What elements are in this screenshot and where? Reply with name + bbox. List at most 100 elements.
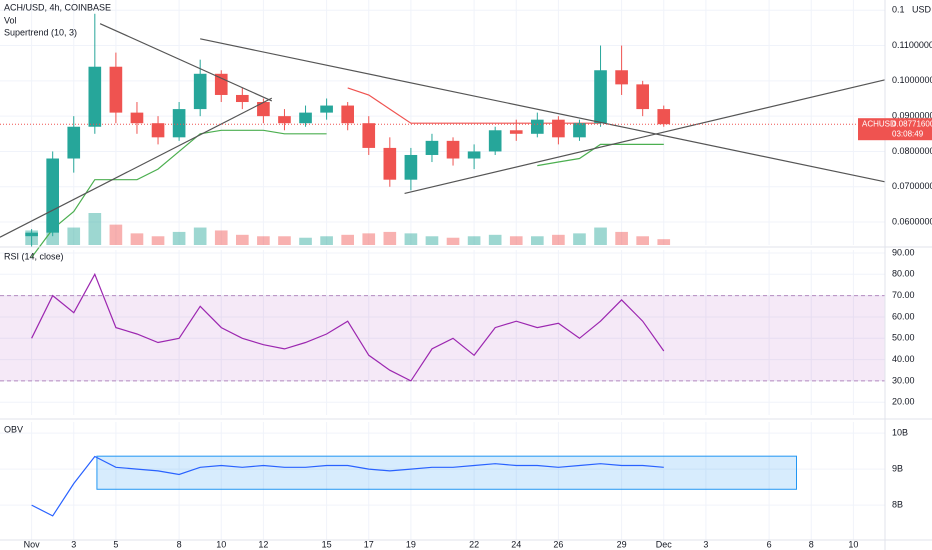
volume-bar: [615, 231, 628, 245]
y-tick-label: 70.00: [892, 290, 915, 300]
volume-bar: [552, 234, 565, 245]
candle-body: [615, 70, 628, 85]
candle-body: [488, 130, 502, 152]
volume-bar: [594, 227, 607, 245]
marks-layer: [0, 13, 886, 517]
volume-bar: [193, 227, 207, 245]
candle-body: [151, 123, 165, 138]
panel-title: RSI (14, close): [4, 251, 64, 261]
y-tick-label: 30.00: [892, 375, 915, 385]
x-tick-label: 10: [848, 539, 858, 549]
y-tick-label: 0.10000000: [892, 75, 932, 85]
x-tick-label: 8: [177, 539, 182, 549]
x-tick-label: 10: [216, 539, 226, 549]
y-tick-label: 20.00: [892, 397, 915, 407]
candle-body: [362, 123, 376, 148]
trend-line: [0, 97, 273, 238]
legend-item: Supertrend (10, 3): [4, 27, 77, 37]
candle-body: [531, 119, 544, 134]
candle-body: [573, 123, 586, 138]
panel-title: OBV: [4, 424, 23, 434]
range-box: [96, 455, 797, 490]
candle-body: [46, 158, 59, 233]
volume-bar: [383, 231, 397, 245]
volume-bar: [362, 233, 376, 245]
rsi-band: [0, 295, 885, 381]
volume-bar: [130, 233, 144, 245]
volume-bar: [320, 236, 333, 245]
candle-body: [299, 112, 312, 124]
x-tick-label: 26: [553, 539, 563, 549]
x-tick-label: 8: [809, 539, 814, 549]
x-tick-label: 24: [511, 539, 521, 549]
y-tick-label: 90.00: [892, 247, 915, 257]
candle-body: [467, 151, 481, 159]
volume-bar: [446, 237, 460, 245]
x-tick-label: 29: [617, 539, 627, 549]
candle-body: [172, 109, 186, 138]
last-price-label: 0.08771600: [892, 119, 932, 128]
candle-body: [109, 66, 123, 113]
x-tick-label: Dec: [656, 539, 673, 549]
y-tick-label: 9B: [892, 464, 903, 474]
y-tick-label: 80.00: [892, 269, 915, 279]
volume-bar: [151, 236, 165, 245]
volume-bar: [236, 234, 249, 245]
y-tick-label: 0.08000000: [892, 146, 932, 156]
candle-body: [25, 232, 38, 237]
y-tick-label: 10B: [892, 428, 908, 438]
volume-bar: [299, 237, 312, 245]
x-tick-label: 6: [767, 539, 772, 549]
labels-layer: ACH/USD, 4h, COINBASE Vol Supertrend (10…: [4, 2, 932, 549]
volume-bar: [214, 230, 228, 245]
volume-bar: [531, 236, 544, 245]
volume-bar: [509, 236, 523, 245]
candle-body: [88, 66, 102, 127]
volume-bar: [88, 213, 102, 245]
candle-body: [509, 130, 523, 134]
y-tick-label: 8B: [892, 499, 903, 509]
candle-body: [278, 116, 291, 124]
series-line: [31, 455, 664, 517]
trend-line: [99, 23, 273, 102]
y-tick-label: 50.00: [892, 333, 915, 343]
candle-body: [236, 94, 249, 103]
volume-bar: [109, 224, 123, 245]
candle-body: [320, 105, 333, 113]
volume-bar: [425, 236, 439, 245]
candle-body: [193, 73, 207, 110]
countdown: 03:08:49: [892, 129, 924, 138]
candle-body: [594, 70, 607, 124]
volume-bar: [172, 231, 186, 245]
series-line: [537, 143, 664, 167]
x-tick-label: 3: [703, 539, 708, 549]
y-tick-label: 0.06000000: [892, 216, 932, 226]
x-tick-label: 5: [113, 539, 118, 549]
candle-body: [130, 112, 144, 124]
x-tick-label: 3: [71, 539, 76, 549]
currency: USD: [912, 4, 932, 14]
series-line: [31, 272, 665, 382]
volume-bar: [257, 236, 270, 245]
candle-body: [383, 147, 397, 180]
y-tick-label: 0.07000000: [892, 181, 932, 191]
candle-body: [341, 105, 354, 124]
x-tick-label: 19: [406, 539, 416, 549]
series-line: [31, 129, 327, 258]
candle-body: [425, 140, 439, 155]
x-tick-label: 15: [322, 539, 332, 549]
legend-item: Vol: [4, 15, 17, 25]
chart-title: ACH/USD, 4h, COINBASE: [4, 2, 111, 12]
volume-bar: [404, 233, 418, 245]
volume-bar: [467, 236, 481, 245]
candle-body: [257, 102, 270, 117]
volume-bar: [488, 234, 502, 245]
candle-body: [636, 84, 649, 110]
candle-body: [67, 126, 81, 159]
last-price-box: [858, 118, 932, 141]
y-tick-label: 0.09000000: [892, 111, 932, 121]
